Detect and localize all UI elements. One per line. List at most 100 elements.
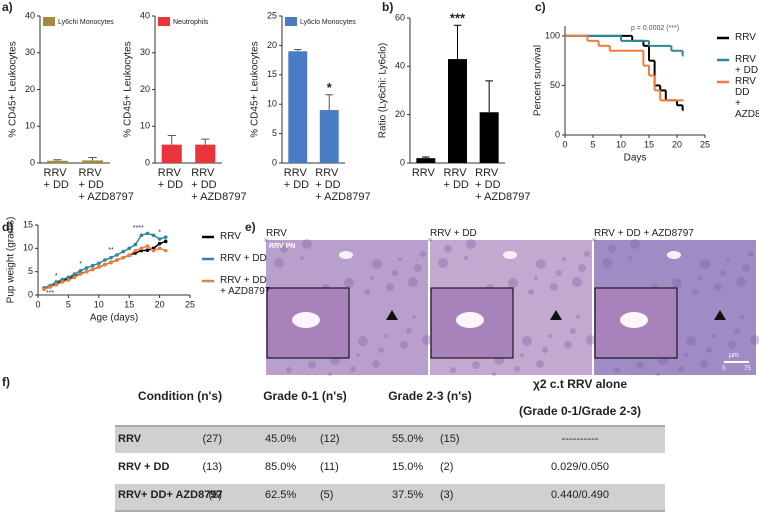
tissue-texture: [726, 257, 730, 261]
y-tick-label: 10: [25, 121, 35, 131]
tissue-texture: [714, 283, 722, 291]
y-tick-label: 0: [272, 157, 277, 167]
y-tick-label: 20: [140, 84, 150, 94]
y-tick-label: 20: [395, 109, 405, 119]
table-header: Grade 2-3 (n's): [388, 389, 472, 403]
scale-tick: 0: [722, 366, 726, 372]
tissue-texture: [556, 270, 562, 276]
point: [163, 239, 168, 244]
table-cell: 45.0%: [265, 433, 297, 445]
table-cell: 0.440/0.490: [550, 489, 610, 501]
table-cell: ----------: [561, 433, 599, 445]
histology-label: RRV: [266, 228, 287, 239]
table-cell: RRV: [118, 433, 142, 445]
tissue-texture: [584, 251, 590, 257]
x-tick-label: 20: [672, 139, 682, 149]
x-tick-label: 0: [35, 299, 40, 309]
table-cell: (5): [320, 489, 334, 501]
tissue-texture: [378, 347, 384, 353]
legend-label: RRV + DD + AZD8797: [735, 76, 759, 120]
table-cell: (27): [202, 433, 222, 445]
point: [54, 282, 59, 287]
tissue-texture: [300, 256, 304, 260]
legend-label: Ly6clo Monocytes: [300, 19, 356, 26]
panel-label: f): [2, 375, 10, 389]
tissue-texture: [550, 283, 558, 291]
tissue-texture: [734, 328, 740, 334]
inset: [266, 287, 350, 359]
tissue-texture: [712, 334, 716, 338]
table-cell: RRV + DD: [118, 461, 170, 473]
panel-label: a): [2, 0, 13, 14]
point: [72, 272, 77, 276]
tissue-texture: [356, 353, 360, 357]
tissue-texture: [328, 372, 332, 376]
y-tick-label: 10: [267, 99, 277, 109]
y-tick-label: 0: [30, 157, 35, 167]
legend-label: RRV: [220, 231, 241, 242]
vessel: [667, 251, 681, 259]
table-cell: (8): [208, 489, 222, 501]
panel-label: d): [2, 220, 14, 234]
error-bar: [167, 134, 176, 145]
tissue-texture: [386, 283, 394, 291]
tissue-texture: [464, 256, 468, 260]
table-cell: 62.5%: [265, 489, 297, 501]
tissue-texture: [400, 341, 408, 349]
tissue-texture: [628, 256, 632, 260]
y-tick-label: 0: [145, 157, 150, 167]
tissue-texture: [592, 238, 596, 242]
arrow: [386, 310, 398, 320]
y-tick-label: 20: [25, 84, 35, 94]
bar: [288, 51, 308, 163]
point: [121, 255, 125, 260]
tissue-texture: [450, 367, 456, 373]
legend-swatch: [158, 17, 170, 26]
tissue-texture: [528, 289, 534, 295]
tissue-texture: [706, 347, 712, 353]
legend-swatch: [43, 17, 55, 26]
tissue-texture: [720, 270, 726, 276]
tissue-texture: [576, 315, 580, 319]
y-tick-label: 0: [555, 129, 560, 139]
tissue-texture: [398, 257, 402, 261]
panel-label: b): [382, 0, 394, 14]
point: [84, 269, 89, 274]
point: [145, 248, 150, 252]
tissue-texture: [542, 347, 548, 353]
table-cell: (12): [320, 433, 340, 445]
error-bar: [422, 156, 430, 159]
y-axis-label: % CD45+ Leukocytes: [250, 41, 261, 137]
x-tick-label: 15: [644, 139, 654, 149]
tissue-texture: [428, 238, 432, 242]
point: [60, 280, 65, 284]
x-tick-label: RRV + DD + AZD8797: [191, 167, 247, 203]
tissue-texture: [534, 276, 538, 280]
bar: [319, 110, 339, 163]
tissue-texture: [522, 336, 532, 346]
x-tick-label: 20: [155, 299, 165, 309]
tissue-texture: [672, 278, 682, 288]
point: [127, 246, 131, 251]
panel-label: e): [245, 220, 256, 234]
tissue-texture: [274, 258, 284, 268]
x-tick-label: 5: [66, 299, 71, 309]
x-tick-label: RRV + DD: [157, 167, 184, 191]
tissue-texture: [700, 259, 710, 269]
table-cell: 37.5%: [392, 489, 424, 501]
point: [127, 253, 131, 258]
legend-swatch: [285, 17, 297, 26]
point: [66, 278, 71, 282]
y-tick-label: 0: [400, 157, 405, 167]
table-cell: RRV+ DD+ AZD8797: [118, 489, 223, 501]
tissue-texture: [508, 278, 518, 288]
legend-label: RRV + DD: [220, 253, 267, 264]
point: [133, 242, 138, 247]
table-cell: (13): [202, 461, 222, 473]
tissue-texture: [548, 334, 552, 338]
y-tick-label: 20: [267, 40, 277, 50]
x-tick-label: 0: [562, 139, 567, 149]
annotation: *: [79, 261, 82, 268]
